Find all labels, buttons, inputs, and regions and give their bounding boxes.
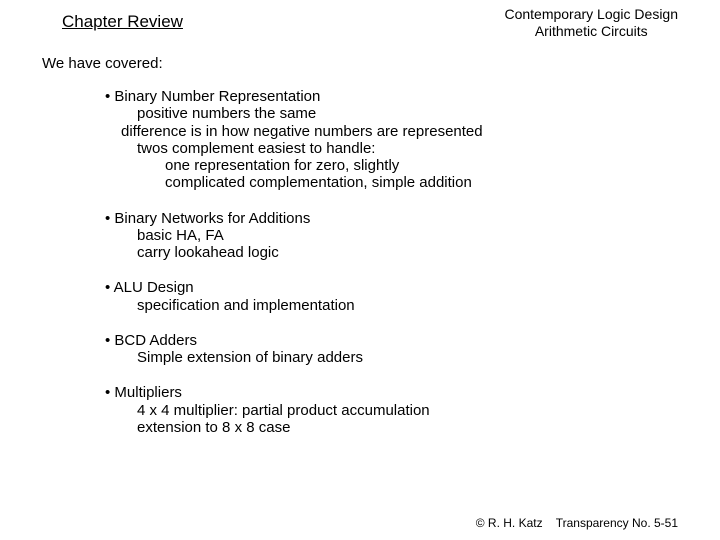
topic-item: Binary Number Representationpositive num… (105, 88, 483, 192)
course-line-1: Contemporary Logic Design (504, 6, 678, 23)
page-title: Chapter Review (62, 12, 183, 32)
topic-line: complicated complementation, simple addi… (105, 174, 483, 191)
course-header: Contemporary Logic Design Arithmetic Cir… (504, 6, 678, 40)
footer: © R. H. Katz Transparency No. 5-51 (476, 516, 678, 530)
page-number: Transparency No. 5-51 (556, 516, 678, 530)
topic-line: carry lookahead logic (105, 244, 483, 261)
topic-line: extension to 8 x 8 case (105, 419, 483, 436)
topic-item: Multipliers4 x 4 multiplier: partial pro… (105, 384, 483, 436)
topic-head: BCD Adders (105, 332, 483, 349)
topic-head: ALU Design (105, 279, 483, 296)
topic-line: positive numbers the same (105, 105, 483, 122)
topic-item: ALU Designspecification and implementati… (105, 279, 483, 314)
topic-line: 4 x 4 multiplier: partial product accumu… (105, 402, 483, 419)
topic-line: one representation for zero, slightly (105, 157, 483, 174)
topic-head: Binary Number Representation (105, 88, 483, 105)
topic-item: BCD AddersSimple extension of binary add… (105, 332, 483, 367)
topic-line: twos complement easiest to handle: (105, 140, 483, 157)
course-line-2: Arithmetic Circuits (504, 23, 678, 40)
topic-line: basic HA, FA (105, 227, 483, 244)
content-area: Binary Number Representationpositive num… (105, 88, 483, 454)
copyright: © R. H. Katz (476, 516, 543, 530)
topic-item: Binary Networks for Additionsbasic HA, F… (105, 210, 483, 262)
topic-head: Multipliers (105, 384, 483, 401)
topic-head: Binary Networks for Additions (105, 210, 483, 227)
topic-line: Simple extension of binary adders (105, 349, 483, 366)
topic-line: specification and implementation (105, 297, 483, 314)
topic-line: difference is in how negative numbers ar… (105, 123, 483, 140)
intro-text: We have covered: (42, 55, 163, 72)
